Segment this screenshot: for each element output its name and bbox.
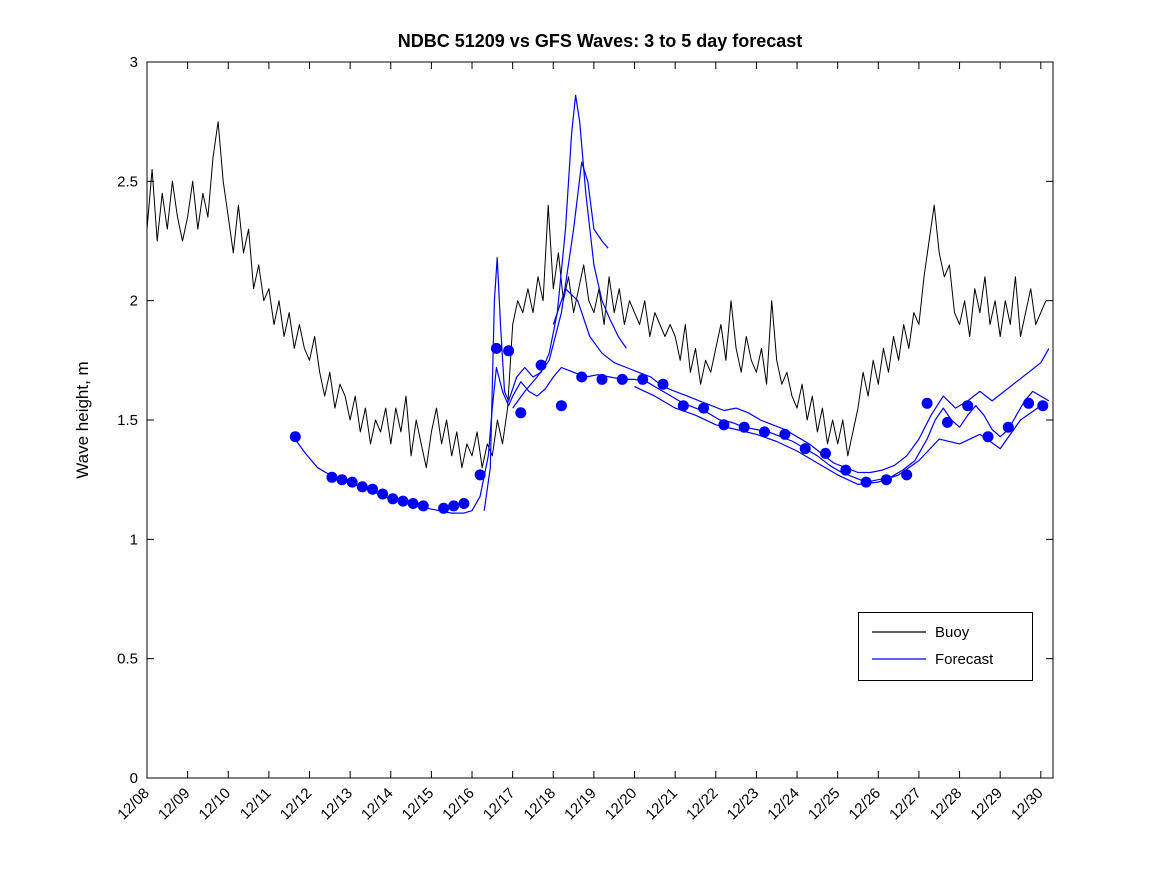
forecast-marker: [962, 400, 974, 412]
forecast-marker: [921, 397, 933, 409]
legend-label-forecast: Forecast: [935, 651, 994, 668]
forecast-marker: [346, 476, 358, 488]
forecast-marker: [458, 498, 470, 509]
x-tick-label: 12/12: [277, 785, 316, 824]
forecast-marker: [759, 426, 770, 438]
x-tick-label: 12/24: [764, 785, 803, 824]
forecast-marker: [367, 483, 378, 495]
x-tick-label: 12/11: [237, 785, 275, 823]
x-tick-label: 12/27: [886, 785, 925, 824]
y-tick-label: 2: [130, 293, 138, 310]
forecast-series-line: [483, 94, 627, 511]
forecast-series-line: [552, 288, 1050, 474]
y-tick-label: 0.5: [117, 651, 138, 668]
forecast-marker: [438, 502, 450, 514]
forecast-marker: [1002, 421, 1014, 433]
x-tick-label: 12/09: [155, 785, 194, 824]
forecast-marker: [1023, 397, 1035, 409]
y-tick-label: 2.5: [117, 173, 138, 190]
forecast-marker: [326, 471, 338, 483]
x-tick-label: 12/08: [114, 785, 153, 824]
x-tick-label: 12/30: [1008, 785, 1047, 824]
series-layer: [146, 94, 1050, 514]
forecast-marker: [799, 443, 811, 455]
forecast-marker: [677, 400, 689, 412]
y-tick-label: 0: [130, 770, 138, 787]
x-tick-label: 12/17: [480, 785, 519, 824]
forecast-marker: [336, 474, 348, 486]
forecast-marker: [397, 495, 409, 507]
forecast-marker: [417, 500, 429, 512]
forecast-marker: [698, 402, 710, 414]
chart-title: NDBC 51209 vs GFS Waves: 3 to 5 day fore…: [398, 31, 803, 51]
forecast-marker: [490, 342, 502, 354]
forecast-marker: [407, 498, 419, 509]
x-tick-label: 12/20: [602, 785, 641, 824]
forecast-marker: [738, 421, 750, 433]
forecast-marker: [535, 359, 547, 371]
forecast-marker: [377, 488, 389, 500]
forecast-marker: [941, 416, 953, 428]
forecast-marker: [616, 373, 628, 385]
forecast-marker: [515, 407, 527, 419]
forecast-marker: [657, 378, 669, 390]
forecast-marker: [356, 481, 368, 493]
legend-box: [858, 612, 1033, 681]
x-tick-label: 12/18: [521, 785, 560, 824]
x-tick-label: 12/14: [358, 785, 397, 824]
y-tick-label: 1: [130, 531, 138, 548]
x-tick-label: 12/25: [805, 785, 844, 824]
forecast-marker: [596, 373, 608, 385]
forecast-marker: [387, 493, 399, 505]
x-tick-label: 12/19: [561, 785, 600, 824]
forecast-marker: [779, 428, 791, 440]
forecast-marker: [289, 431, 301, 443]
forecast-marker: [718, 419, 730, 431]
forecast-marker: [555, 400, 567, 412]
forecast-marker: [860, 476, 872, 488]
forecast-marker: [840, 464, 852, 476]
x-tick-label: 12/10: [196, 785, 235, 824]
forecast-marker: [474, 469, 486, 481]
y-tick-label: 1.5: [117, 412, 138, 429]
x-tick-label: 12/21: [642, 785, 681, 824]
buoy-series-line: [146, 121, 1047, 469]
x-tick-label: 12/28: [927, 785, 966, 824]
legend-label-buoy: Buoy: [935, 624, 970, 641]
forecast-marker: [576, 371, 588, 383]
x-tick-label: 12/23: [724, 785, 763, 824]
forecast-marker: [982, 431, 994, 443]
forecast-series-line: [512, 161, 609, 409]
x-tick-label: 12/26: [846, 785, 885, 824]
forecast-marker: [1037, 400, 1049, 412]
forecast-marker: [820, 447, 831, 459]
forecast-marker: [880, 474, 892, 486]
x-tick-label: 12/22: [683, 785, 722, 824]
forecast-marker: [637, 373, 649, 385]
x-tick-label: 12/15: [399, 785, 438, 824]
x-tick-label: 12/29: [967, 785, 1006, 824]
forecast-marker: [448, 500, 460, 512]
x-tick-label: 12/16: [439, 785, 478, 824]
forecast-marker: [503, 345, 515, 357]
legend: Buoy Forecast: [858, 612, 1033, 681]
y-tick-label: 3: [130, 54, 138, 71]
forecast-marker: [901, 469, 913, 481]
y-axis-label: Wave height, m: [73, 361, 92, 478]
forecast-series-line: [634, 386, 1042, 485]
x-tick-label: 12/13: [317, 785, 356, 824]
